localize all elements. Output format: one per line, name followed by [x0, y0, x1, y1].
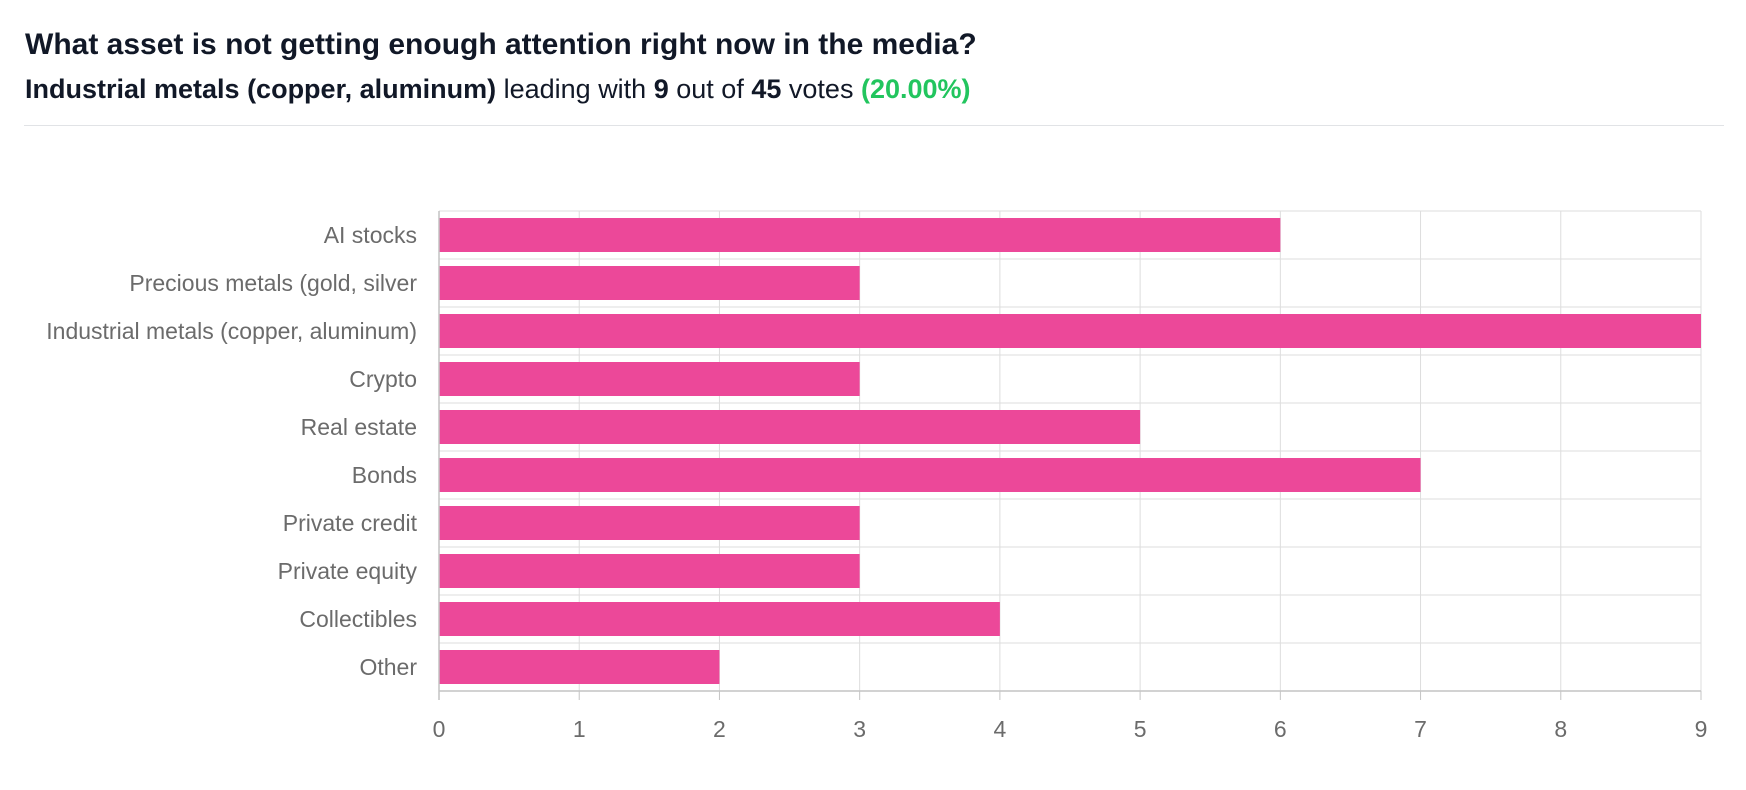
bar [439, 602, 1000, 636]
leader-percent: (20.00%) [860, 74, 971, 104]
category-label: Private equity [278, 558, 418, 584]
bar [439, 362, 860, 396]
bar [439, 506, 860, 540]
category-label: Real estate [301, 414, 417, 440]
leader-votes: 9 [653, 74, 669, 104]
bar [439, 218, 1281, 252]
poll-summary: Industrial metals (copper, aluminum) lea… [25, 74, 971, 105]
x-tick-label: 7 [1414, 716, 1427, 742]
category-label: Industrial metals (copper, aluminum) [46, 318, 417, 344]
category-label: Other [359, 654, 417, 680]
leader-option: Industrial metals (copper, aluminum) [25, 74, 497, 104]
header-divider [24, 125, 1724, 126]
total-votes: 45 [751, 74, 782, 104]
category-labels: AI stocks Precious metals (gold, silver In… [46, 222, 417, 680]
x-tick-label: 5 [1134, 716, 1147, 742]
poll-question: What asset is not getting enough attenti… [25, 28, 977, 61]
x-tick-label: 2 [713, 716, 726, 742]
x-tick-label: 4 [993, 716, 1006, 742]
out-of-text: out of [676, 74, 744, 104]
x-tick-labels: 0 1 2 3 4 5 6 7 8 9 [433, 716, 1708, 742]
bar [439, 554, 860, 588]
bar [439, 650, 720, 684]
bar [439, 458, 1421, 492]
bar [439, 266, 860, 300]
category-label: Collectibles [299, 606, 417, 632]
category-label: Precious metals (gold, silver [129, 270, 417, 296]
bar [439, 410, 1141, 444]
x-tick-label: 9 [1695, 716, 1708, 742]
x-tick-label: 0 [433, 716, 446, 742]
category-label: Private credit [283, 510, 418, 536]
bar [439, 314, 1701, 348]
category-label: Crypto [349, 366, 417, 392]
leading-text: leading with [503, 74, 647, 104]
bars [439, 218, 1701, 684]
x-tick-label: 8 [1554, 716, 1567, 742]
axes [438, 211, 1702, 700]
category-label: AI stocks [324, 222, 417, 248]
x-tick-label: 3 [853, 716, 866, 742]
x-tick-label: 6 [1274, 716, 1287, 742]
votes-text: votes [788, 74, 854, 104]
category-label: Bonds [352, 462, 417, 488]
x-tick-label: 1 [573, 716, 586, 742]
